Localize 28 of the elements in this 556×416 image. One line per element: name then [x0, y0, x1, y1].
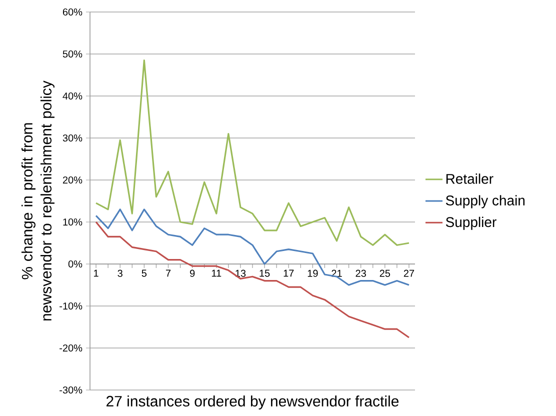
- line-series: [95, 60, 410, 246]
- x-tick-label: 23: [356, 270, 366, 277]
- x-tick-label: 11: [212, 270, 222, 277]
- y-tick-label: 50%: [62, 50, 82, 58]
- y-tick-label: 30%: [62, 134, 82, 142]
- x-tick-label: 9: [190, 270, 195, 277]
- legend-label: Supply chain: [446, 195, 525, 208]
- y-tick-label: 40%: [62, 92, 82, 100]
- x-tick-label: 7: [166, 270, 171, 277]
- y-axis-title: % change in profit from newsvendor to replenishment policy: [21, 80, 54, 320]
- x-tick-label: 25: [380, 270, 390, 277]
- legend-label: Supplier: [446, 216, 496, 230]
- x-tick-label: 17: [284, 270, 294, 277]
- x-tick-label: 5: [142, 270, 147, 277]
- y-tick-label: 0%: [68, 260, 82, 268]
- x-tick-label: 1: [94, 270, 98, 277]
- y-tick-label: 10%: [63, 218, 82, 226]
- y-tick-label: -30%: [60, 386, 82, 394]
- x-tick-label: 27: [404, 270, 414, 277]
- y-tick-label: -10%: [60, 302, 82, 310]
- legend-label: Retailer: [446, 174, 494, 184]
- x-axis-title: 27 instances ordered by newsvendor fractile: [106, 396, 399, 410]
- x-tick-label: 19: [308, 270, 318, 277]
- x-tick-label: 3: [118, 270, 122, 277]
- y-tick-label: 60%: [62, 8, 82, 16]
- x-tick-label: 15: [260, 270, 270, 277]
- y-tick-label: -20%: [60, 344, 82, 352]
- y-tick-label: 20%: [62, 176, 82, 184]
